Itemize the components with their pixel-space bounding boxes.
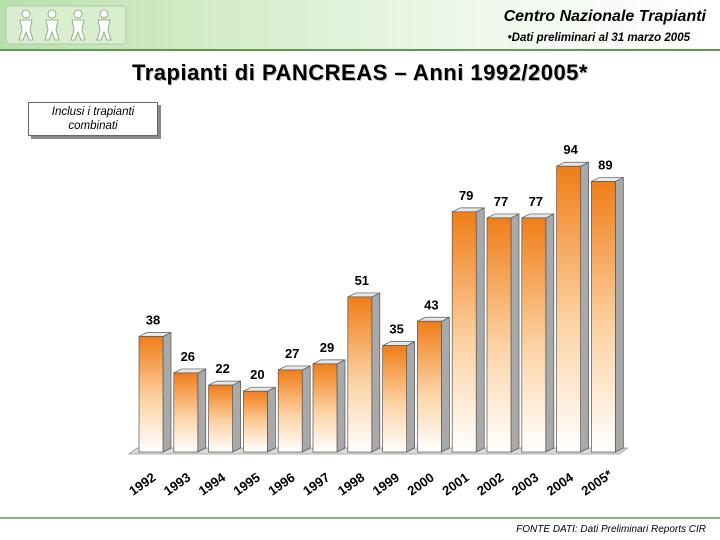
tick-label-1998: 1998 (335, 470, 367, 499)
bar-1999 (382, 341, 415, 453)
footer-line (0, 517, 720, 519)
data-label-2003: 77 (529, 194, 543, 209)
data-label-1998: 51 (355, 273, 369, 288)
tick-label-1996: 1996 (265, 470, 297, 499)
header-divider (0, 49, 720, 51)
page-title: Trapianti di PANCREAS – Anni 1992/2005* (132, 60, 588, 85)
tick-label-2005*: 2005* (579, 466, 616, 498)
header-band: Centro Nazionale Trapianti •Dati prelimi… (0, 0, 720, 50)
organization-name: Centro Nazionale Trapianti (503, 8, 706, 25)
tick-label-2001: 2001 (439, 470, 471, 499)
tick-label-1994: 1994 (196, 469, 229, 498)
source-note: FONTE DATI: Dati Preliminari Reports CIR (516, 524, 706, 535)
data-label-1992: 38 (146, 313, 160, 328)
bar-1992 (138, 331, 172, 453)
logo-icon (5, 5, 127, 45)
data-label-1995: 20 (250, 367, 264, 382)
bar-2004 (556, 161, 589, 453)
subtitle: •Dati preliminari al 31 marzo 2005 (507, 32, 690, 44)
bar-2001 (451, 207, 485, 453)
bar-2003 (521, 213, 555, 453)
bar-2005* (591, 176, 624, 453)
bar-2002 (486, 213, 520, 453)
tick-label-1993: 1993 (161, 470, 193, 499)
data-label-1999: 35 (389, 322, 403, 337)
bar-1995 (243, 386, 276, 453)
bar-1997 (312, 359, 346, 453)
data-label-1994: 22 (215, 361, 229, 376)
data-label-1996: 27 (285, 346, 299, 361)
bar-2000 (417, 316, 450, 453)
bar-1998 (347, 292, 381, 453)
tick-label-1999: 1999 (370, 470, 402, 499)
tick-label-1995: 1995 (231, 470, 263, 499)
tick-label-2003: 2003 (509, 470, 541, 499)
data-label-2004: 94 (563, 142, 578, 157)
data-label-2002: 77 (494, 194, 508, 209)
tick-label-2004: 2004 (544, 469, 577, 498)
data-label-2005*: 89 (598, 157, 612, 172)
tick-label-1992: 1992 (126, 470, 158, 499)
tick-label-2000: 2000 (405, 470, 437, 499)
bar-1994 (208, 380, 241, 453)
data-label-2001: 79 (459, 188, 473, 203)
bar-1993 (173, 368, 207, 453)
tick-label-2002: 2002 (474, 470, 506, 499)
note-box: Inclusi i trapianti combinati (28, 102, 158, 136)
data-label-2000: 43 (424, 297, 438, 312)
tick-label-1997: 1997 (300, 470, 332, 499)
data-label-1993: 26 (181, 349, 195, 364)
bar-1996 (277, 365, 311, 453)
data-label-1997: 29 (320, 340, 334, 355)
